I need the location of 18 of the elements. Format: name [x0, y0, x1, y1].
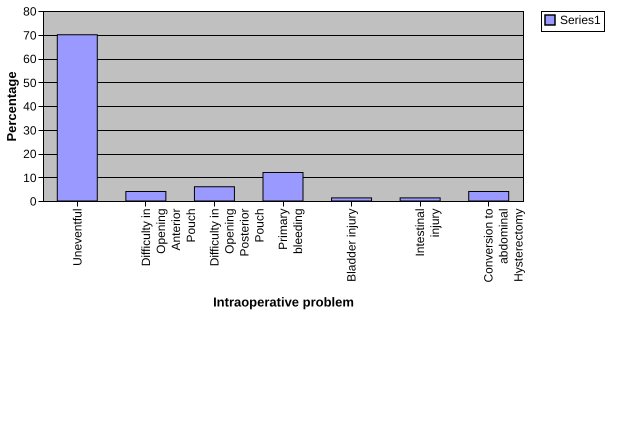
y-tick-label: 20: [23, 147, 37, 161]
x-tick-label: Intestinal injury: [413, 208, 442, 257]
y-axis-title: Percentage: [4, 71, 20, 142]
y-tick-label: 80: [23, 4, 37, 18]
y-tick-label: 50: [23, 76, 37, 90]
x-tick-label: Difficulty in Opening Anterior Pouch: [138, 208, 198, 266]
y-tick-label: 60: [23, 52, 37, 66]
x-tick-label: Difficulty in Opening Posterior Pouch: [207, 208, 266, 266]
x-tick-label: Primary bleeding: [276, 208, 305, 254]
y-tick-label: 70: [23, 28, 37, 42]
y-tick-label: 40: [23, 100, 37, 114]
y-tick-label: 30: [23, 123, 37, 138]
x-tick-label: Bladder injury: [344, 208, 359, 282]
legend-label: Series1: [560, 13, 602, 27]
x-axis-title: Intraoperative problem: [213, 294, 354, 310]
y-tick-label: 10: [23, 170, 37, 185]
y-tick-label: 0: [30, 194, 37, 208]
x-tick-label: Uneventful: [70, 208, 84, 266]
